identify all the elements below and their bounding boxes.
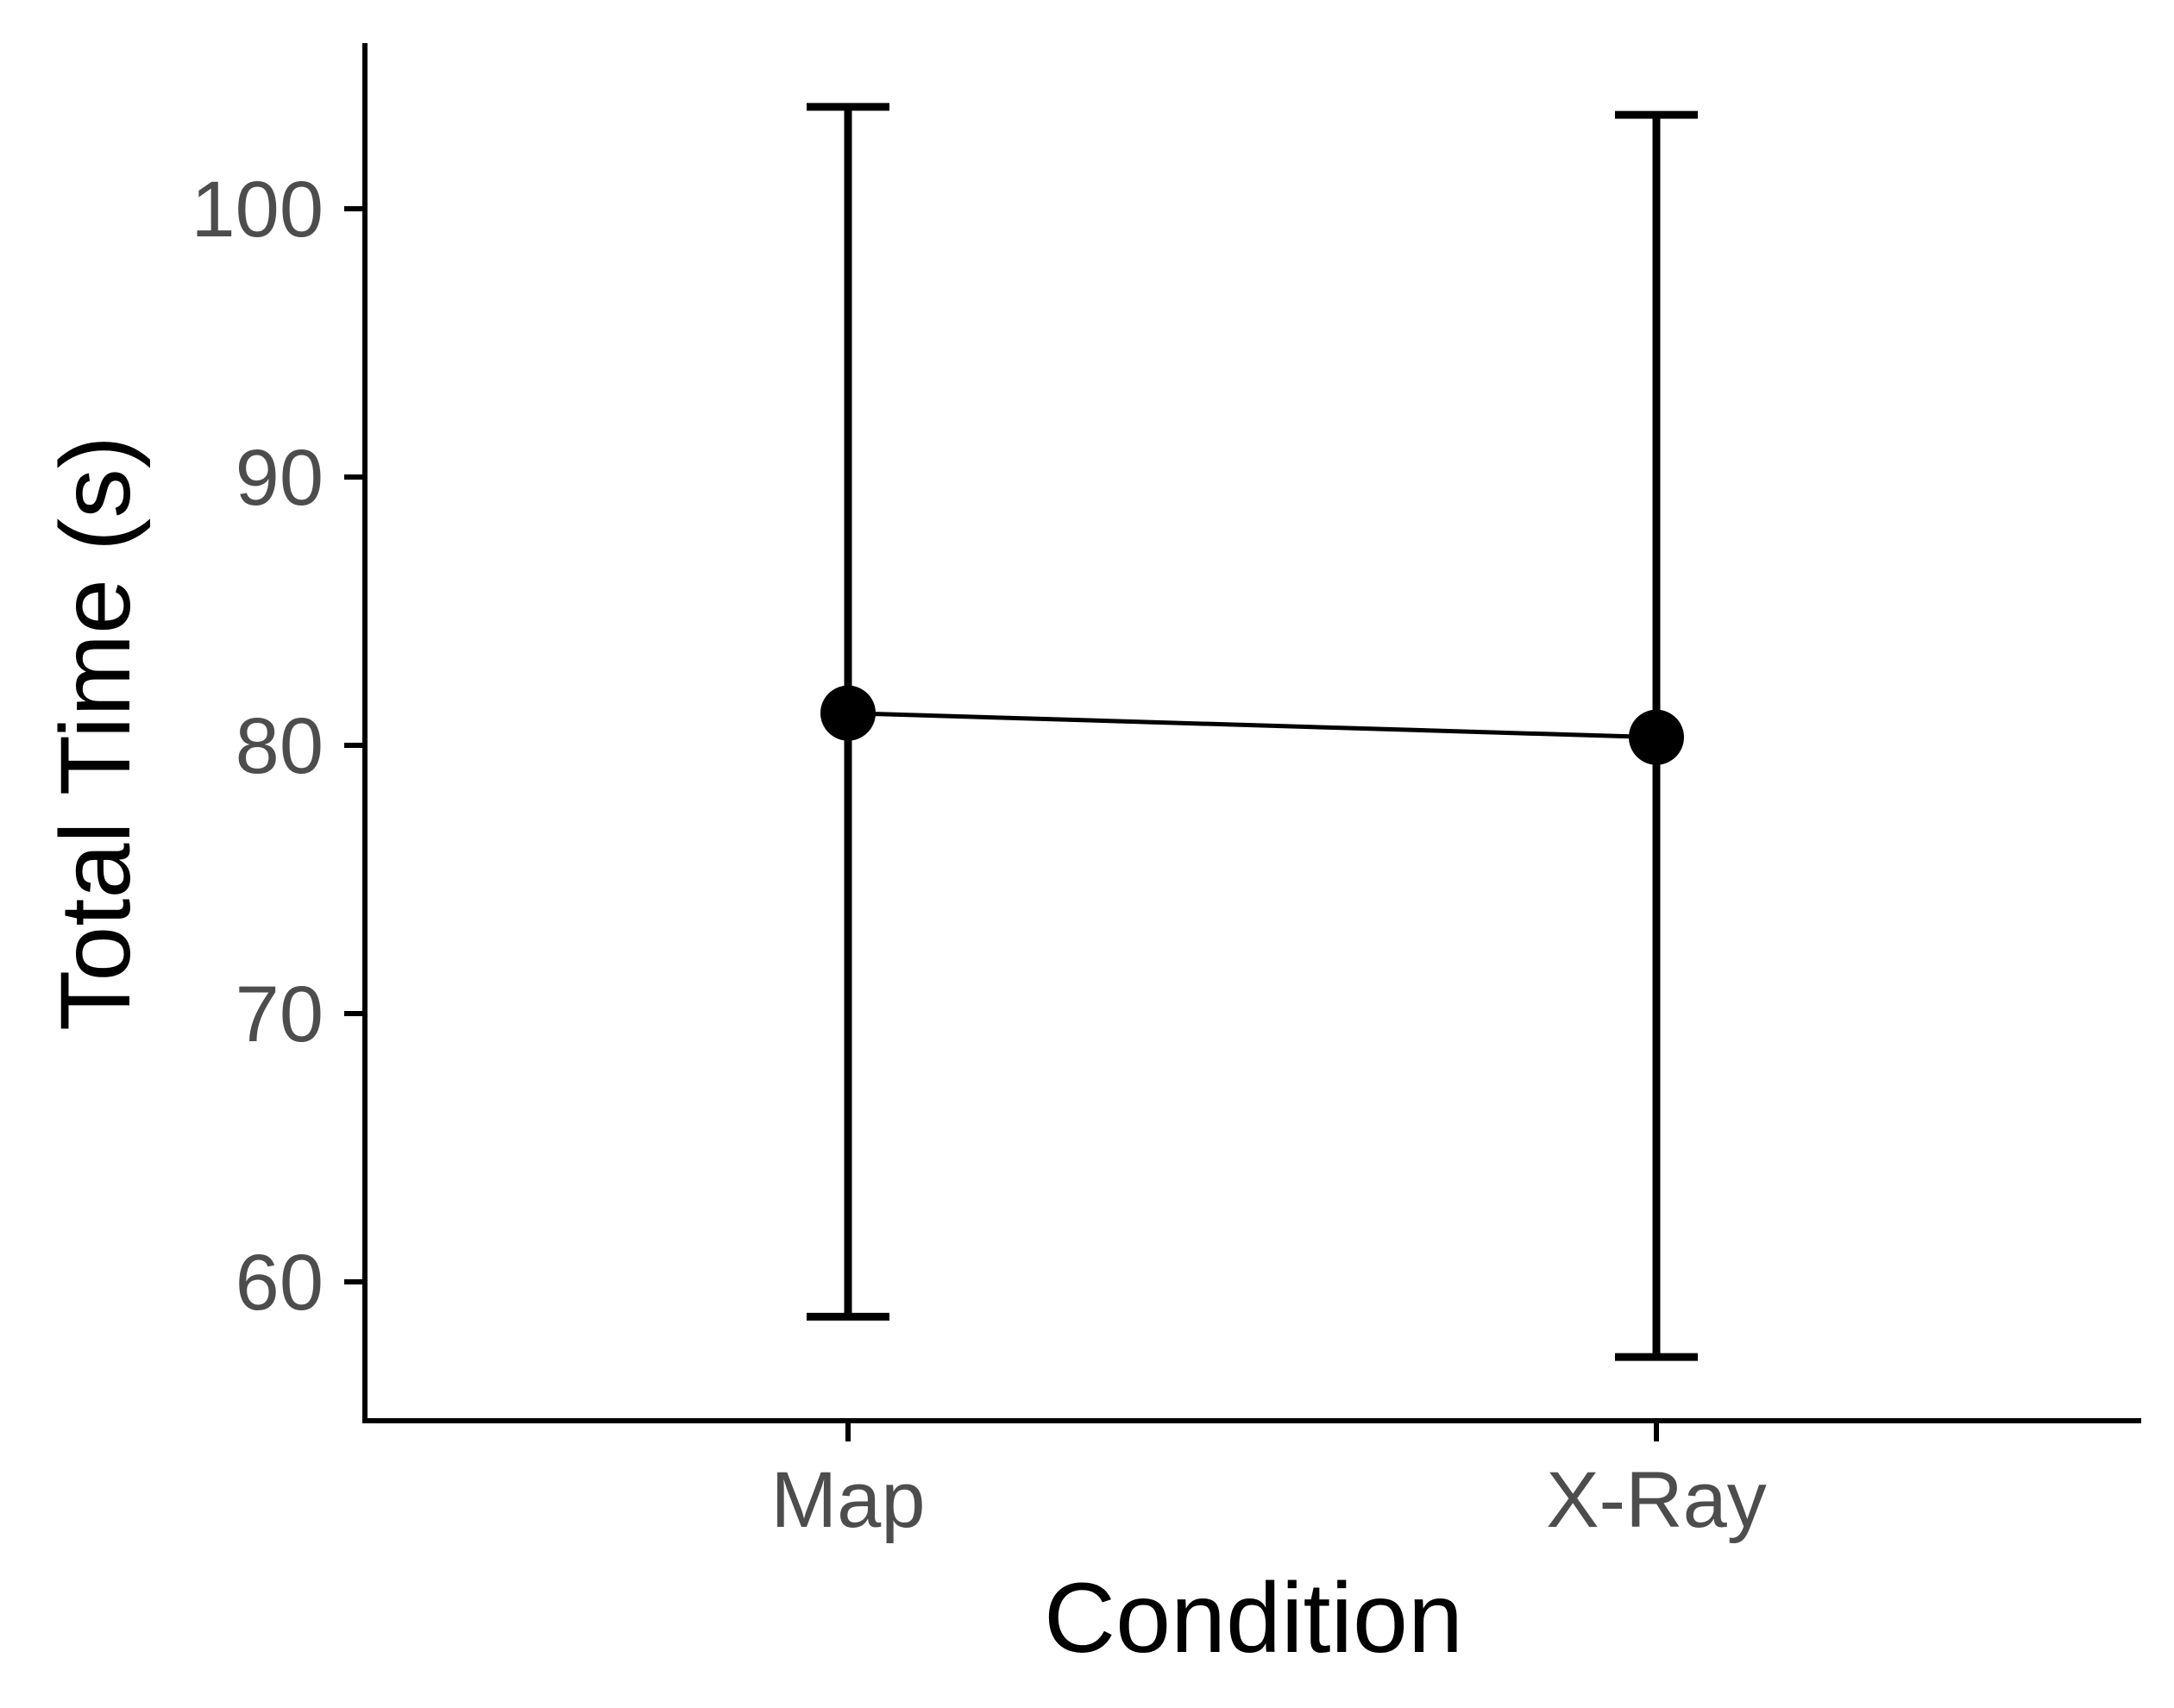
x-tick-label: X-Ray: [1546, 1456, 1767, 1544]
y-axis-title: Total Time (s): [41, 436, 151, 1031]
series-line: [847, 711, 1657, 740]
y-tick-label: 70: [236, 970, 324, 1058]
data-point: [820, 685, 876, 741]
y-tick-label: 100: [192, 166, 324, 254]
data-point: [1629, 709, 1684, 765]
x-tick-label: Map: [771, 1456, 926, 1544]
x-axis-title: Condition: [1044, 1563, 1463, 1673]
plot-area: 60 70 80 90 100 Map X-Ray: [192, 43, 2141, 1544]
y-tick-label: 60: [236, 1239, 324, 1327]
y-tick-label: 90: [236, 434, 324, 522]
y-tick-label: 80: [236, 702, 324, 790]
